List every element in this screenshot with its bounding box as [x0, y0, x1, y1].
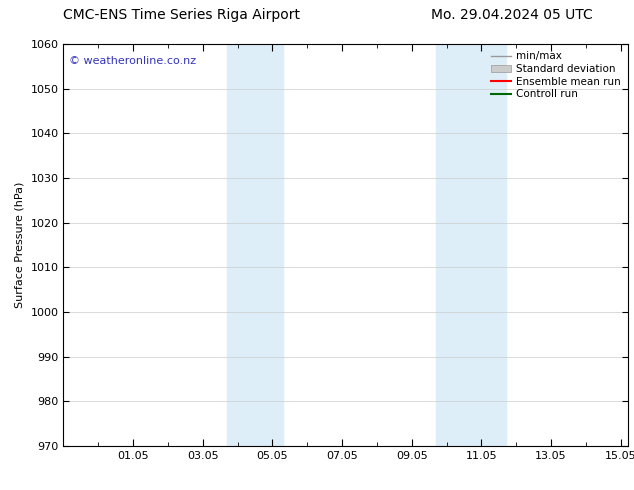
Bar — [227, 44, 283, 446]
Text: CMC-ENS Time Series Riga Airport: CMC-ENS Time Series Riga Airport — [63, 8, 301, 22]
Legend: min/max, Standard deviation, Ensemble mean run, Controll run: min/max, Standard deviation, Ensemble me… — [489, 49, 623, 101]
Text: © weatheronline.co.nz: © weatheronline.co.nz — [69, 56, 196, 66]
Bar — [436, 44, 506, 446]
Y-axis label: Surface Pressure (hPa): Surface Pressure (hPa) — [15, 182, 25, 308]
Text: Mo. 29.04.2024 05 UTC: Mo. 29.04.2024 05 UTC — [431, 8, 593, 22]
